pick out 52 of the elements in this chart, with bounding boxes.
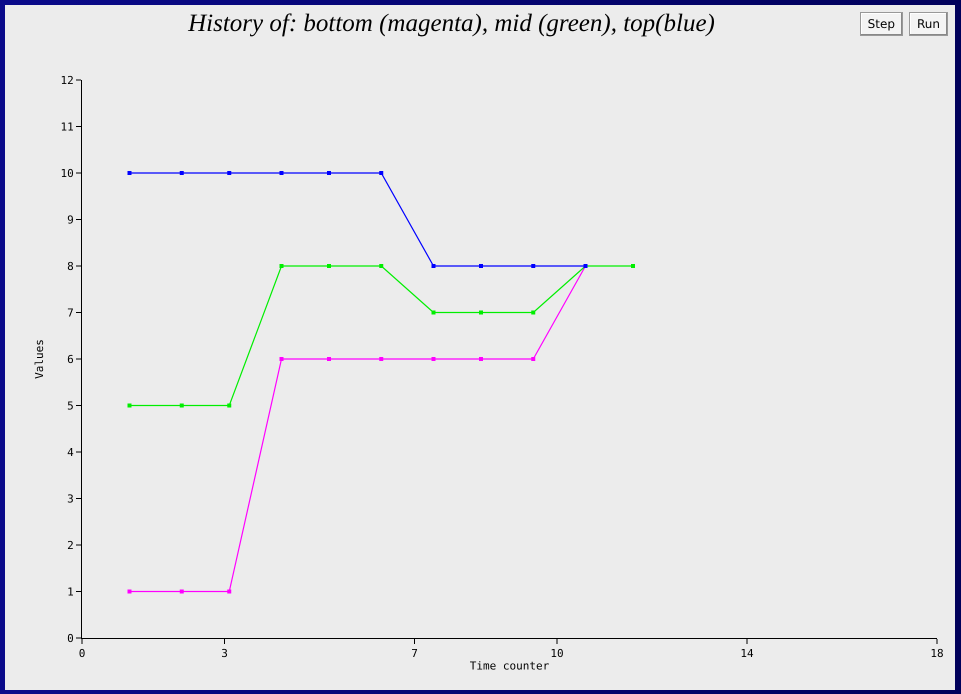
button[interactable]: Step (860, 12, 903, 36)
y-tick-label: 11 (60, 120, 74, 134)
x-tick-label: 10 (550, 647, 564, 660)
point (479, 264, 483, 268)
point (531, 264, 536, 268)
y-axis-title: Values (33, 339, 46, 379)
point (479, 357, 483, 361)
point (432, 357, 436, 361)
point (327, 171, 331, 175)
point (128, 404, 132, 408)
x-tick-label: 18 (930, 647, 944, 660)
point (379, 171, 384, 175)
point (432, 264, 436, 268)
point (379, 357, 384, 361)
y-tick-label: 2 (67, 538, 74, 552)
y-tick-label: 10 (60, 166, 74, 180)
point (531, 310, 536, 314)
y-tick-label: 9 (67, 213, 74, 226)
point (128, 171, 132, 175)
point (327, 357, 331, 361)
point (227, 590, 232, 594)
point (531, 357, 536, 361)
x-tick-label: 0 (78, 647, 86, 660)
point (180, 404, 184, 408)
y-tick-label: 5 (67, 399, 74, 412)
y-tick-label: 6 (67, 352, 74, 366)
x-axis-title: Time counter (470, 659, 550, 672)
point (432, 310, 436, 314)
point (327, 264, 331, 268)
x-tick-label: 3 (221, 647, 228, 660)
y-tick-label: 4 (67, 446, 74, 459)
y-tick-label: 3 (67, 492, 74, 506)
point (128, 590, 132, 594)
point (227, 404, 232, 408)
y-tick-label: 7 (67, 306, 74, 320)
point (379, 264, 384, 268)
button[interactable]: Run (908, 12, 948, 36)
x-tick-label: 7 (411, 647, 418, 660)
point (280, 357, 284, 361)
x-tick-label: 14 (740, 647, 754, 660)
point (227, 171, 232, 175)
y-tick-label: 12 (60, 74, 74, 87)
point (180, 171, 184, 175)
point (180, 590, 184, 594)
point (631, 264, 635, 268)
chart-title: History of: bottom (magenta), mid (green), top(blue) (187, 10, 715, 37)
y-tick-label: 0 (67, 632, 74, 645)
point (479, 310, 483, 314)
y-tick-label: 1 (67, 585, 74, 598)
point (280, 264, 284, 268)
y-tick-label: 8 (67, 260, 74, 273)
point (280, 171, 284, 175)
